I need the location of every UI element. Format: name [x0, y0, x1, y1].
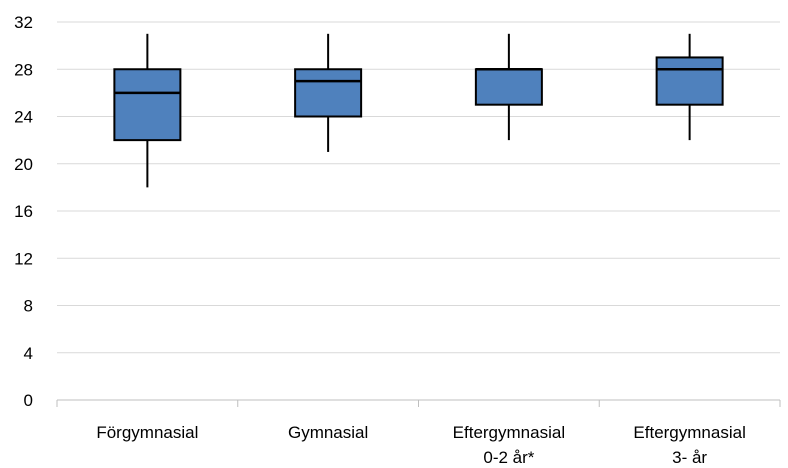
box-group — [113, 33, 182, 188]
boxes — [113, 33, 724, 188]
y-tick-label: 16 — [14, 202, 33, 221]
box — [113, 68, 182, 142]
x-category-label-line: 3- år — [672, 448, 707, 467]
y-axis-tick-labels: 0 4 8 12 16 20 24 28 32 — [14, 13, 33, 410]
x-category-label-line: 0-2 år* — [483, 448, 534, 467]
y-tick-label: 8 — [24, 297, 33, 316]
box-group — [294, 33, 363, 152]
x-category-label-line: Eftergymnasial — [453, 423, 565, 442]
y-tick-label: 24 — [14, 108, 33, 127]
y-tick-label: 28 — [14, 60, 33, 79]
box — [655, 56, 724, 106]
x-category-label: Eftergymnasial 0-2 år* — [453, 423, 565, 467]
box — [474, 68, 543, 106]
y-tick-label: 4 — [24, 344, 33, 363]
x-category-label-line: Gymnasial — [288, 423, 368, 442]
x-axis — [56, 399, 781, 407]
x-category-label: Eftergymnasial 3- år — [633, 423, 745, 467]
x-axis-category-labels: Förgymnasial Gymnasial Eftergymnasial 0-2 å… — [96, 423, 745, 467]
x-category-label: Förgymnasial — [96, 423, 198, 442]
y-tick-label: 0 — [24, 391, 33, 410]
x-category-label-line: Eftergymnasial — [633, 423, 745, 442]
x-category-label: Gymnasial — [288, 423, 368, 442]
box — [294, 68, 363, 118]
x-category-label-line: Förgymnasial — [96, 423, 198, 442]
y-tick-label: 20 — [14, 155, 33, 174]
y-tick-label: 32 — [14, 13, 33, 32]
box-group — [655, 33, 724, 141]
y-tick-label: 12 — [14, 249, 33, 268]
box-group — [474, 33, 543, 141]
